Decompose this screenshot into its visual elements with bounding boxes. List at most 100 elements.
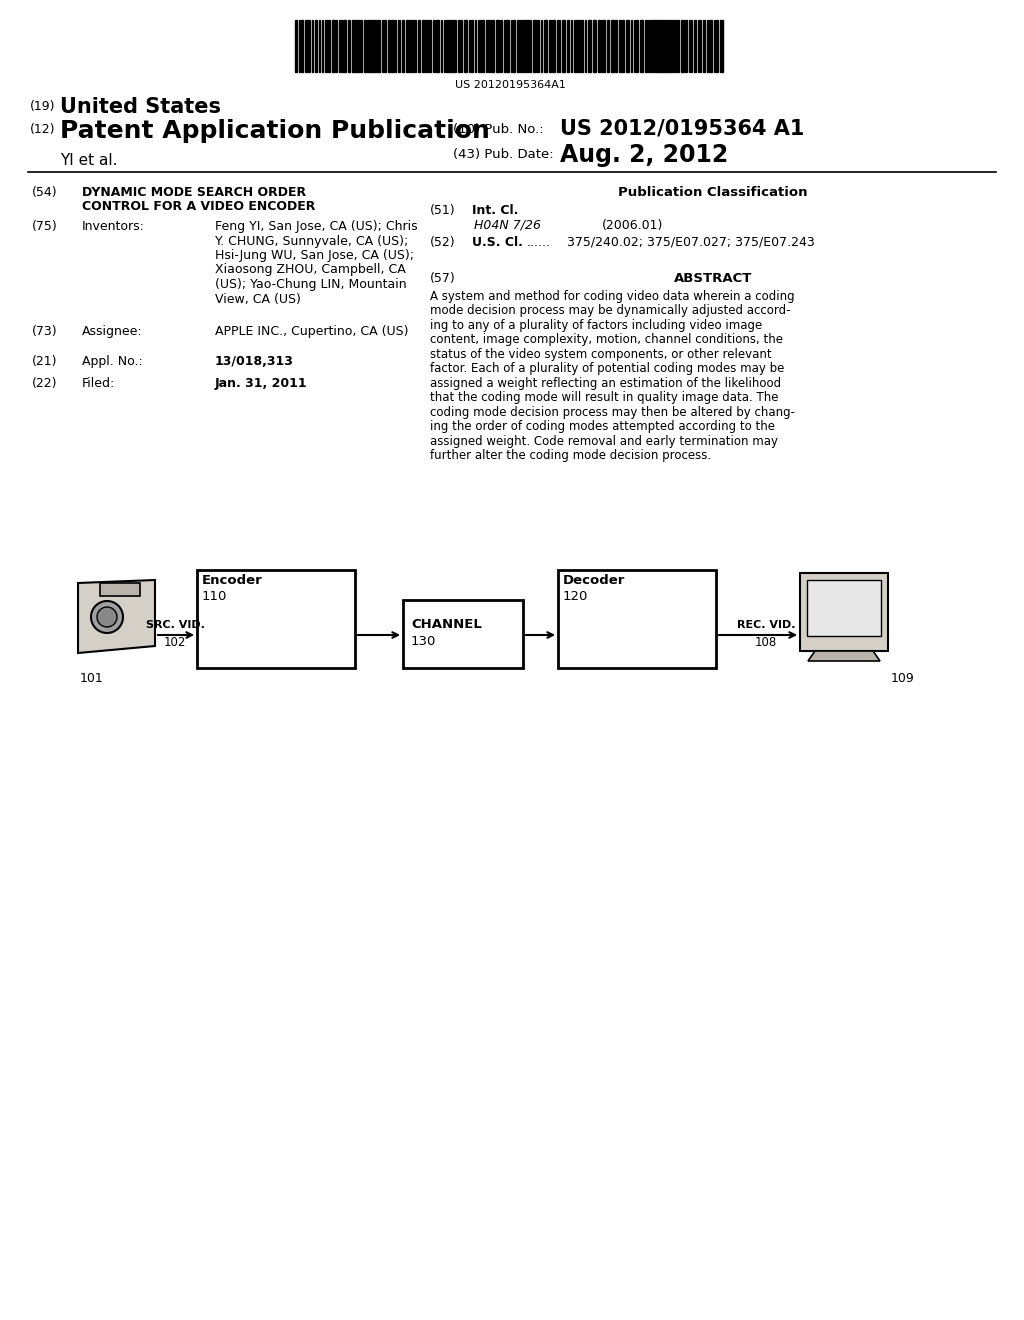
- Text: (12): (12): [30, 123, 55, 136]
- Bar: [615, 20, 616, 73]
- Bar: [669, 20, 672, 73]
- Text: Feng YI, San Jose, CA (US); Chris: Feng YI, San Jose, CA (US); Chris: [215, 220, 418, 234]
- Text: ABSTRACT: ABSTRACT: [674, 272, 753, 285]
- Bar: [308, 20, 309, 73]
- Bar: [370, 20, 373, 73]
- Text: US 20120195364A1: US 20120195364A1: [455, 81, 565, 90]
- Bar: [618, 20, 621, 73]
- Text: United States: United States: [60, 96, 221, 117]
- Text: Hsi-Jung WU, San Jose, CA (US);: Hsi-Jung WU, San Jose, CA (US);: [215, 249, 414, 261]
- Bar: [702, 20, 705, 73]
- Bar: [665, 20, 668, 73]
- Bar: [429, 20, 431, 73]
- Bar: [662, 20, 664, 73]
- Text: Y. CHUNG, Sunnyvale, CA (US);: Y. CHUNG, Sunnyvale, CA (US);: [215, 235, 409, 248]
- Text: (51): (51): [430, 205, 456, 216]
- Text: Publication Classification: Publication Classification: [618, 186, 808, 199]
- Bar: [387, 20, 389, 73]
- Bar: [611, 20, 613, 73]
- Bar: [636, 20, 638, 73]
- Bar: [709, 20, 712, 73]
- Text: Assignee:: Assignee:: [82, 325, 142, 338]
- Text: 108: 108: [755, 636, 777, 649]
- Bar: [432, 20, 435, 73]
- Circle shape: [91, 601, 123, 634]
- Text: CHANNEL: CHANNEL: [411, 618, 482, 631]
- Bar: [534, 20, 536, 73]
- Bar: [693, 20, 695, 73]
- Text: 375/240.02; 375/E07.027; 375/E07.243: 375/240.02; 375/E07.027; 375/E07.243: [567, 236, 815, 249]
- Text: 120: 120: [563, 590, 589, 603]
- Text: coding mode decision process may then be altered by chang-: coding mode decision process may then be…: [430, 405, 795, 418]
- Bar: [422, 20, 425, 73]
- Bar: [398, 20, 400, 73]
- Bar: [446, 20, 449, 73]
- Bar: [513, 20, 514, 73]
- Text: APPLE INC., Cupertino, CA (US): APPLE INC., Cupertino, CA (US): [215, 325, 409, 338]
- Bar: [197, 570, 355, 668]
- Text: Decoder: Decoder: [563, 574, 626, 587]
- Text: View, CA (US): View, CA (US): [215, 293, 301, 305]
- Text: (52): (52): [430, 236, 456, 249]
- Text: Jan. 31, 2011: Jan. 31, 2011: [215, 378, 307, 389]
- Text: ing to any of a plurality of factors including video image: ing to any of a plurality of factors inc…: [430, 318, 762, 331]
- Text: factor. Each of a plurality of potential coding modes may be: factor. Each of a plurality of potential…: [430, 362, 784, 375]
- Bar: [418, 20, 420, 73]
- Bar: [658, 20, 660, 73]
- Bar: [673, 20, 675, 73]
- Bar: [511, 20, 512, 73]
- Text: 13/018,313: 13/018,313: [215, 355, 294, 368]
- Text: Xiaosong ZHOU, Campbell, CA: Xiaosong ZHOU, Campbell, CA: [215, 264, 406, 276]
- Polygon shape: [808, 651, 880, 661]
- Bar: [579, 20, 581, 73]
- Circle shape: [97, 607, 117, 627]
- Text: mode decision process may be dynamically adjusted accord-: mode decision process may be dynamically…: [430, 304, 791, 317]
- Text: Int. Cl.: Int. Cl.: [472, 205, 518, 216]
- Bar: [488, 20, 490, 73]
- Text: ing the order of coding modes attempted according to the: ing the order of coding modes attempted …: [430, 420, 775, 433]
- Bar: [443, 20, 445, 73]
- Bar: [374, 20, 376, 73]
- Bar: [436, 20, 439, 73]
- Text: 101: 101: [80, 672, 103, 685]
- Bar: [622, 20, 624, 73]
- Bar: [529, 20, 531, 73]
- Bar: [406, 20, 408, 73]
- Text: (57): (57): [430, 272, 456, 285]
- Bar: [409, 20, 411, 73]
- Bar: [453, 20, 456, 73]
- Bar: [426, 20, 428, 73]
- Text: 109: 109: [891, 672, 914, 685]
- Text: content, image complexity, motion, channel conditions, the: content, image complexity, motion, chann…: [430, 333, 783, 346]
- Bar: [720, 20, 723, 73]
- Bar: [506, 20, 509, 73]
- Text: 130: 130: [411, 635, 436, 648]
- Bar: [295, 20, 297, 73]
- Text: Aug. 2, 2012: Aug. 2, 2012: [560, 143, 728, 168]
- Bar: [474, 20, 476, 73]
- Bar: [716, 20, 718, 73]
- Text: (73): (73): [32, 325, 57, 338]
- Text: assigned a weight reflecting an estimation of the likelihood: assigned a weight reflecting an estimati…: [430, 376, 781, 389]
- Bar: [640, 20, 642, 73]
- Bar: [402, 20, 403, 73]
- Text: (10) Pub. No.:: (10) Pub. No.:: [453, 123, 544, 136]
- Bar: [328, 20, 330, 73]
- Bar: [301, 20, 302, 73]
- Text: (54): (54): [32, 186, 57, 199]
- Bar: [412, 20, 414, 73]
- Bar: [384, 20, 386, 73]
- Bar: [603, 20, 605, 73]
- Bar: [450, 20, 452, 73]
- Bar: [588, 20, 591, 73]
- Bar: [343, 20, 346, 73]
- Bar: [800, 573, 888, 651]
- Bar: [299, 20, 300, 73]
- Bar: [598, 20, 599, 73]
- Bar: [526, 20, 528, 73]
- Text: YI et al.: YI et al.: [60, 153, 118, 168]
- Bar: [367, 20, 369, 73]
- Text: SRC. VID.: SRC. VID.: [145, 620, 205, 630]
- Text: (19): (19): [30, 100, 55, 114]
- Bar: [464, 20, 467, 73]
